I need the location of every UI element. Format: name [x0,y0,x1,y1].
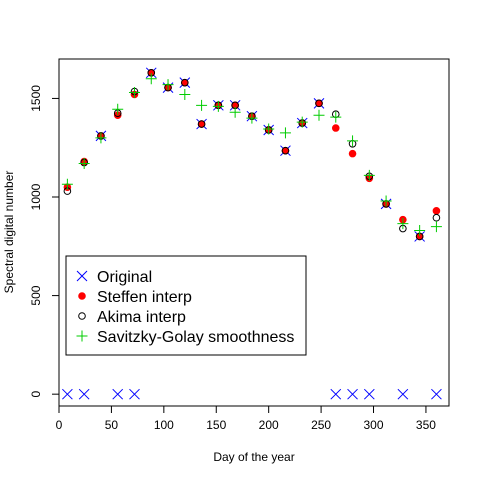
x-tick-label: 250 [311,418,331,432]
y-axis-title: Spectral digital number [2,171,16,294]
data-point [145,73,157,85]
data-point [112,103,124,115]
data-point [281,146,290,155]
data-point [315,99,323,108]
y-tick-label: 500 [29,285,43,305]
legend-label: Akima interp [97,309,186,326]
data-point [263,123,275,135]
data-point [95,132,107,144]
x-tick-label: 350 [416,418,436,432]
series-3 [61,73,442,237]
x-tick-label: 150 [206,418,226,432]
x-tick-label: 300 [364,418,384,432]
data-point [330,111,342,123]
data-point [430,221,442,233]
data-point [112,388,124,400]
data-point [212,100,224,112]
data-point [78,388,90,400]
data-point [296,116,308,128]
data-point [128,87,140,99]
y-tick-label: 0 [29,391,43,398]
data-point [78,157,90,169]
data-point [347,388,358,400]
data-point [162,79,174,91]
legend: Original Steffen interp Akima interp Savitz… [65,255,307,356]
data-point [61,178,73,190]
x-tick-label: 50 [105,418,119,432]
data-points [61,67,442,400]
data-point [246,112,258,124]
y-tick-label: 1000 [29,183,43,210]
data-point [432,213,441,222]
legend-label: Savitzky-Golay smoothness [97,329,294,346]
data-point [363,388,375,400]
data-point [331,124,340,132]
data-point [363,169,375,181]
data-point [129,388,140,400]
data-point [179,88,191,100]
data-point [330,388,342,400]
data-point [181,78,189,87]
legend-marker [76,270,88,282]
data-point [196,99,208,111]
x-tick-label: 0 [56,418,63,432]
legend-marker [78,312,86,320]
x-axis-title: Day of the year [213,450,294,464]
data-point [279,127,291,139]
legend-box [65,255,307,356]
data-point [347,135,359,147]
data-point [397,218,409,230]
legend-marker [78,292,86,300]
x-axis: 0 50 100 150 200 250 300 350 [56,405,436,432]
data-point [414,225,426,237]
x-tick-label: 200 [259,418,279,432]
legend-label: Steffen interp [97,289,192,306]
legend-marker [76,330,88,342]
x-tick-label: 100 [154,418,174,432]
data-point [62,388,73,400]
data-point [380,195,392,207]
data-point [348,149,357,158]
data-point [397,388,409,400]
data-point [197,120,206,128]
data-point [313,109,325,121]
legend-label: Original [97,269,152,286]
data-point [432,207,441,215]
y-axis: 0 500 1000 1500 [29,85,60,398]
y-tick-label: 1500 [29,85,43,112]
data-point [431,388,442,400]
data-point [229,106,241,118]
